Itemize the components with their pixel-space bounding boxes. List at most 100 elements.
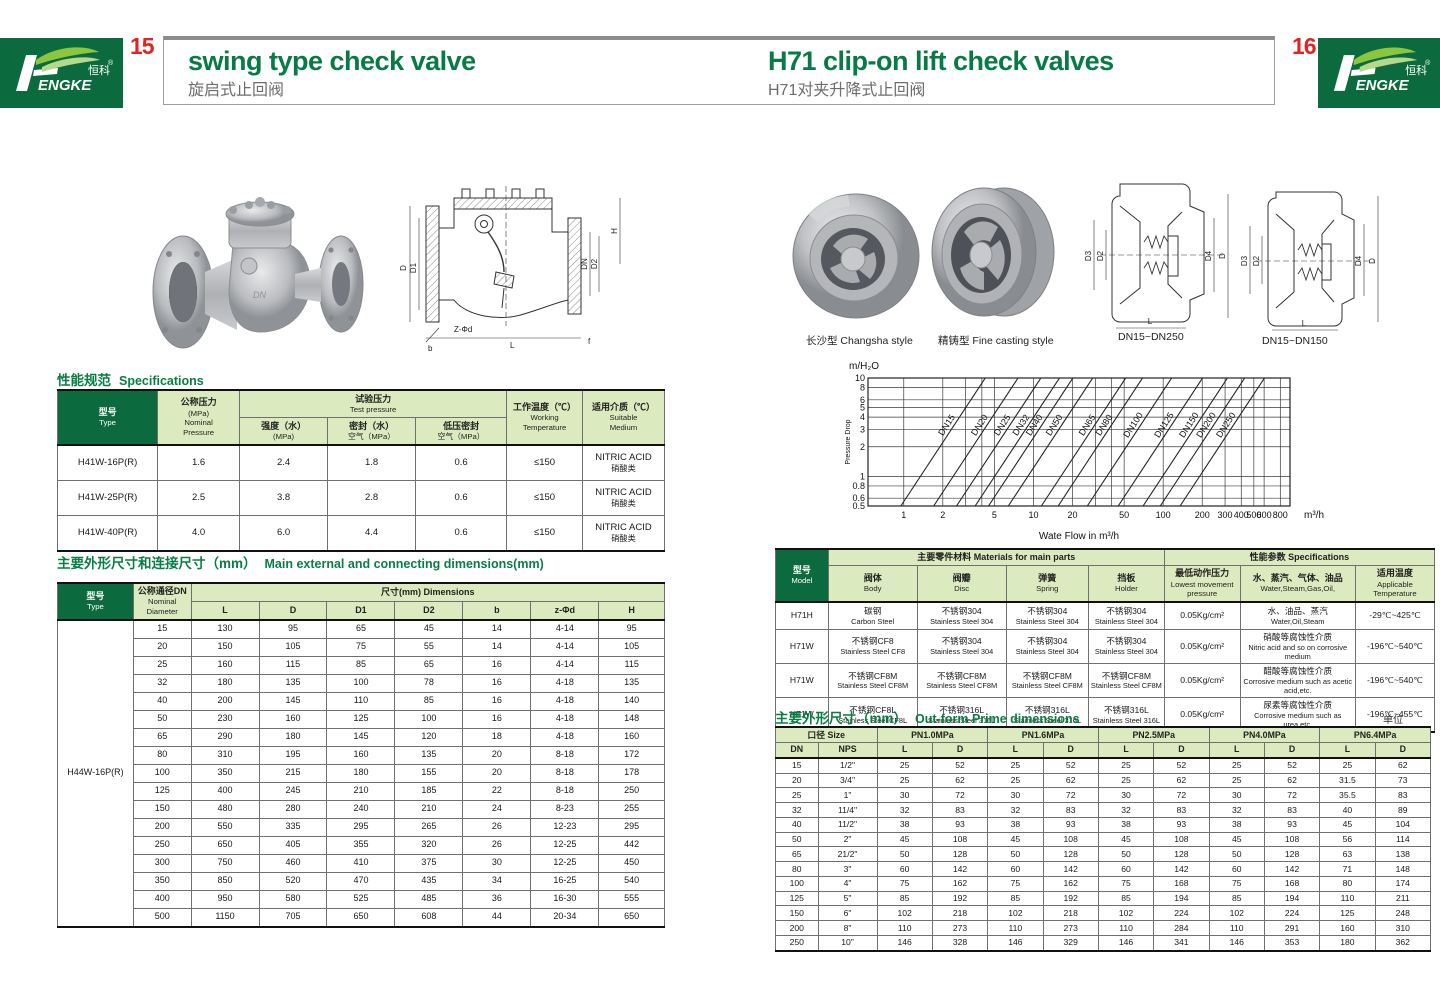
spec-section-title: 性能规范 Specifications (57, 373, 204, 388)
svg-text:50: 50 (1119, 510, 1129, 520)
svg-text:m³/h: m³/h (1304, 510, 1324, 521)
table-row: 100 350 215 180 155 20 8-18 178 (58, 763, 665, 783)
table-row: 40 11/2" 38 93 38 93 38 93 38 93 45 104 (775, 816, 1432, 833)
dims-table: 型号 Type 公称通径DN Nominal Diameter 尺寸(mm) Dimens… (57, 582, 666, 928)
table-row: 80 3" 60 142 60 142 60 142 60 142 71 148 (775, 861, 1432, 877)
svg-text:DN: DN (253, 290, 266, 300)
page-number-left: 15 (130, 33, 155, 59)
caption-fine-casting-style: 精铸型 Fine casting style (938, 335, 1054, 347)
table-row: 400 950 580 525 485 36 16-30 555 (58, 889, 665, 909)
svg-text:D1: D1 (409, 262, 418, 273)
svg-text:ENGKE: ENGKE (38, 77, 92, 94)
svg-text:0.8: 0.8 (852, 481, 865, 491)
table-row: 15 1/2" 25 52 25 52 25 52 25 52 25 62 (775, 757, 1432, 774)
hengke-logo-icon: ENGKE 恒科 ® (1318, 38, 1440, 108)
table-row: H71W 不锈钢CF8M Stainless Steel CF8M 不锈钢CF8M St… (775, 663, 1436, 699)
svg-text:0.5: 0.5 (852, 501, 865, 511)
table-row: 50 2" 45 108 45 108 45 108 45 108 56 114 (775, 831, 1432, 848)
table-row: 250 10" 146 328 146 329 146 341 146 353 180 362 (775, 934, 1432, 952)
svg-text:D: D (399, 265, 408, 271)
svg-text:L: L (510, 341, 515, 350)
table-row: 32 11/4" 32 83 32 83 32 83 32 83 40 89 (775, 802, 1432, 818)
type-label: H44W-16P(R) (57, 619, 134, 927)
svg-text:D: D (1368, 258, 1377, 264)
svg-text:3: 3 (860, 424, 865, 434)
right-page-title-group: H71 clip-on lift check valves H71对夹升降式止回… (768, 47, 1114, 100)
svg-text:D4: D4 (1354, 255, 1363, 266)
svg-text:500: 500 (1246, 510, 1261, 520)
svg-text:400: 400 (1234, 510, 1249, 520)
svg-text:恒科: 恒科 (88, 63, 110, 77)
svg-text:H: H (610, 228, 619, 234)
svg-text:5: 5 (992, 510, 997, 520)
svg-text:2: 2 (940, 510, 945, 520)
table-row: 32 180 135 100 78 16 4-18 135 (58, 673, 665, 693)
spec-table: 型号 Type 公称压力 (MPa) Nominal Pressure 试验压力 Test p… (56, 389, 665, 552)
table-row: 350 850 520 470 435 34 16-25 540 (58, 871, 665, 891)
table-row: 20 150 105 75 55 14 4-14 105 (58, 637, 665, 657)
svg-text:D3: D3 (1240, 255, 1249, 266)
chart-line-label: DN125 (1152, 411, 1176, 440)
svg-text:200: 200 (1195, 510, 1210, 520)
svg-text:b: b (428, 344, 433, 353)
left-page-title: swing type check valve (188, 46, 476, 76)
svg-text:Wate Flow in m³/h: Wate Flow in m³/h (1039, 531, 1119, 542)
svg-text:Z-Φd: Z-Φd (454, 325, 472, 334)
table-row: 300 750 460 410 375 30 12-25 450 (58, 853, 665, 873)
table-row: 100 4" 75 162 75 162 75 168 75 168 80 174 (775, 875, 1432, 892)
svg-text:600: 600 (1257, 510, 1272, 520)
svg-text:100: 100 (1156, 510, 1171, 520)
left-page-subtitle: 旋启式止回阀 (188, 82, 285, 100)
materials-table: 型号 Model 主要零件材料 Materials for main parts 性能… (775, 548, 1436, 734)
dims-section-title: 主要外形尺寸和连接尺寸（mm） Main external and connect… (57, 556, 544, 571)
swing-check-valve-drawing: D D1 DN D2 H Z-Φd b L f (392, 176, 637, 354)
wafer-valve-drawing-1: D3 D2 D4 D L (1082, 178, 1240, 340)
svg-text:ENGKE: ENGKE (1356, 78, 1410, 94)
svg-text:DN: DN (580, 258, 589, 270)
table-row: 125 5" 85 192 85 192 85 194 85 194 110 211 (775, 890, 1432, 907)
svg-text:D: D (1218, 253, 1227, 259)
table-row: 200 550 335 295 265 26 12-23 295 (58, 817, 665, 837)
table-row: 40 200 145 110 85 16 4-18 140 (58, 691, 665, 711)
table-row: H41W-25P(R) 2.5 3.8 2.8 0.6 ≤150 NITRIC ACID 硝酸… (56, 480, 665, 516)
table-row: 50 230 160 125 100 16 4-18 148 (58, 709, 665, 729)
table-row: 65 21/2" 50 128 50 128 50 128 50 128 63 138 (775, 846, 1432, 863)
svg-text:10: 10 (1028, 510, 1038, 520)
svg-text:20: 20 (1068, 510, 1078, 520)
table-row: 65 290 180 145 120 18 4-18 160 (58, 727, 665, 747)
hengke-logo-icon: ENGKE 恒科 ® (0, 38, 123, 108)
table-row: 125 400 245 210 185 22 8-18 250 (58, 781, 665, 801)
wafer-valve-photo-fine-casting (926, 180, 1058, 332)
table-row: 25 160 115 85 65 16 4-14 115 (58, 655, 665, 675)
svg-text:恒科: 恒科 (1405, 63, 1427, 77)
svg-text:f: f (588, 337, 591, 346)
chart-line-label: DN100 (1121, 411, 1145, 440)
table-row: 25 1" 30 72 30 72 30 72 30 72 35.5 83 (775, 787, 1432, 804)
table-row: H71W 不锈钢CF8 Stainless Steel CF8 不锈钢304 Stain… (775, 628, 1436, 665)
brand-logo: ENGKE 恒科 ® (0, 38, 123, 108)
left-page-title-group: swing type check valve 旋启式止回阀 (188, 47, 476, 100)
svg-text:®: ® (1425, 59, 1430, 67)
svg-text:L: L (1302, 319, 1307, 328)
svg-text:6: 6 (860, 395, 865, 405)
title-band: swing type check valve 旋启式止回阀 H71 clip-o… (163, 36, 1275, 105)
flow-pressure-drop-chart: 10 8 6 5 4 3 2 1 0.8 0.6 0.5 1 2 5 10 20 50 100 200 300 400 5… (843, 357, 1343, 543)
caption-dn15-dn150: DN15~DN150 (1262, 335, 1328, 347)
table-row: 200 8" 110 273 110 273 110 284 110 291 160 310 (775, 920, 1432, 936)
svg-text:8: 8 (860, 383, 865, 393)
svg-text:5: 5 (860, 403, 865, 413)
chart-line-label: DN250 (1214, 411, 1238, 440)
caption-dn15-dn250: DN15~DN250 (1118, 331, 1184, 343)
svg-text:0.6: 0.6 (852, 493, 865, 503)
svg-text:D2: D2 (1252, 255, 1261, 266)
outform-table: 口径 Size PN1.0MPa PN1.6MPa PN2.5MPa PN4.0MPa P… (775, 726, 1432, 952)
svg-text:D3: D3 (1084, 250, 1093, 261)
caption-changsha-style: 长沙型 Changsha style (806, 335, 913, 347)
svg-text:1: 1 (860, 471, 865, 481)
table-row: 500 1150 705 650 608 44 20-34 650 (58, 907, 665, 928)
outform-section-title: 主要外形尺寸（mm） Out-form Prime dimensions (775, 711, 1080, 726)
swing-check-valve-photo: DN (145, 180, 365, 352)
wafer-valve-drawing-2: D3 D2 D4 D L (1240, 184, 1388, 340)
svg-text:10: 10 (855, 373, 865, 383)
